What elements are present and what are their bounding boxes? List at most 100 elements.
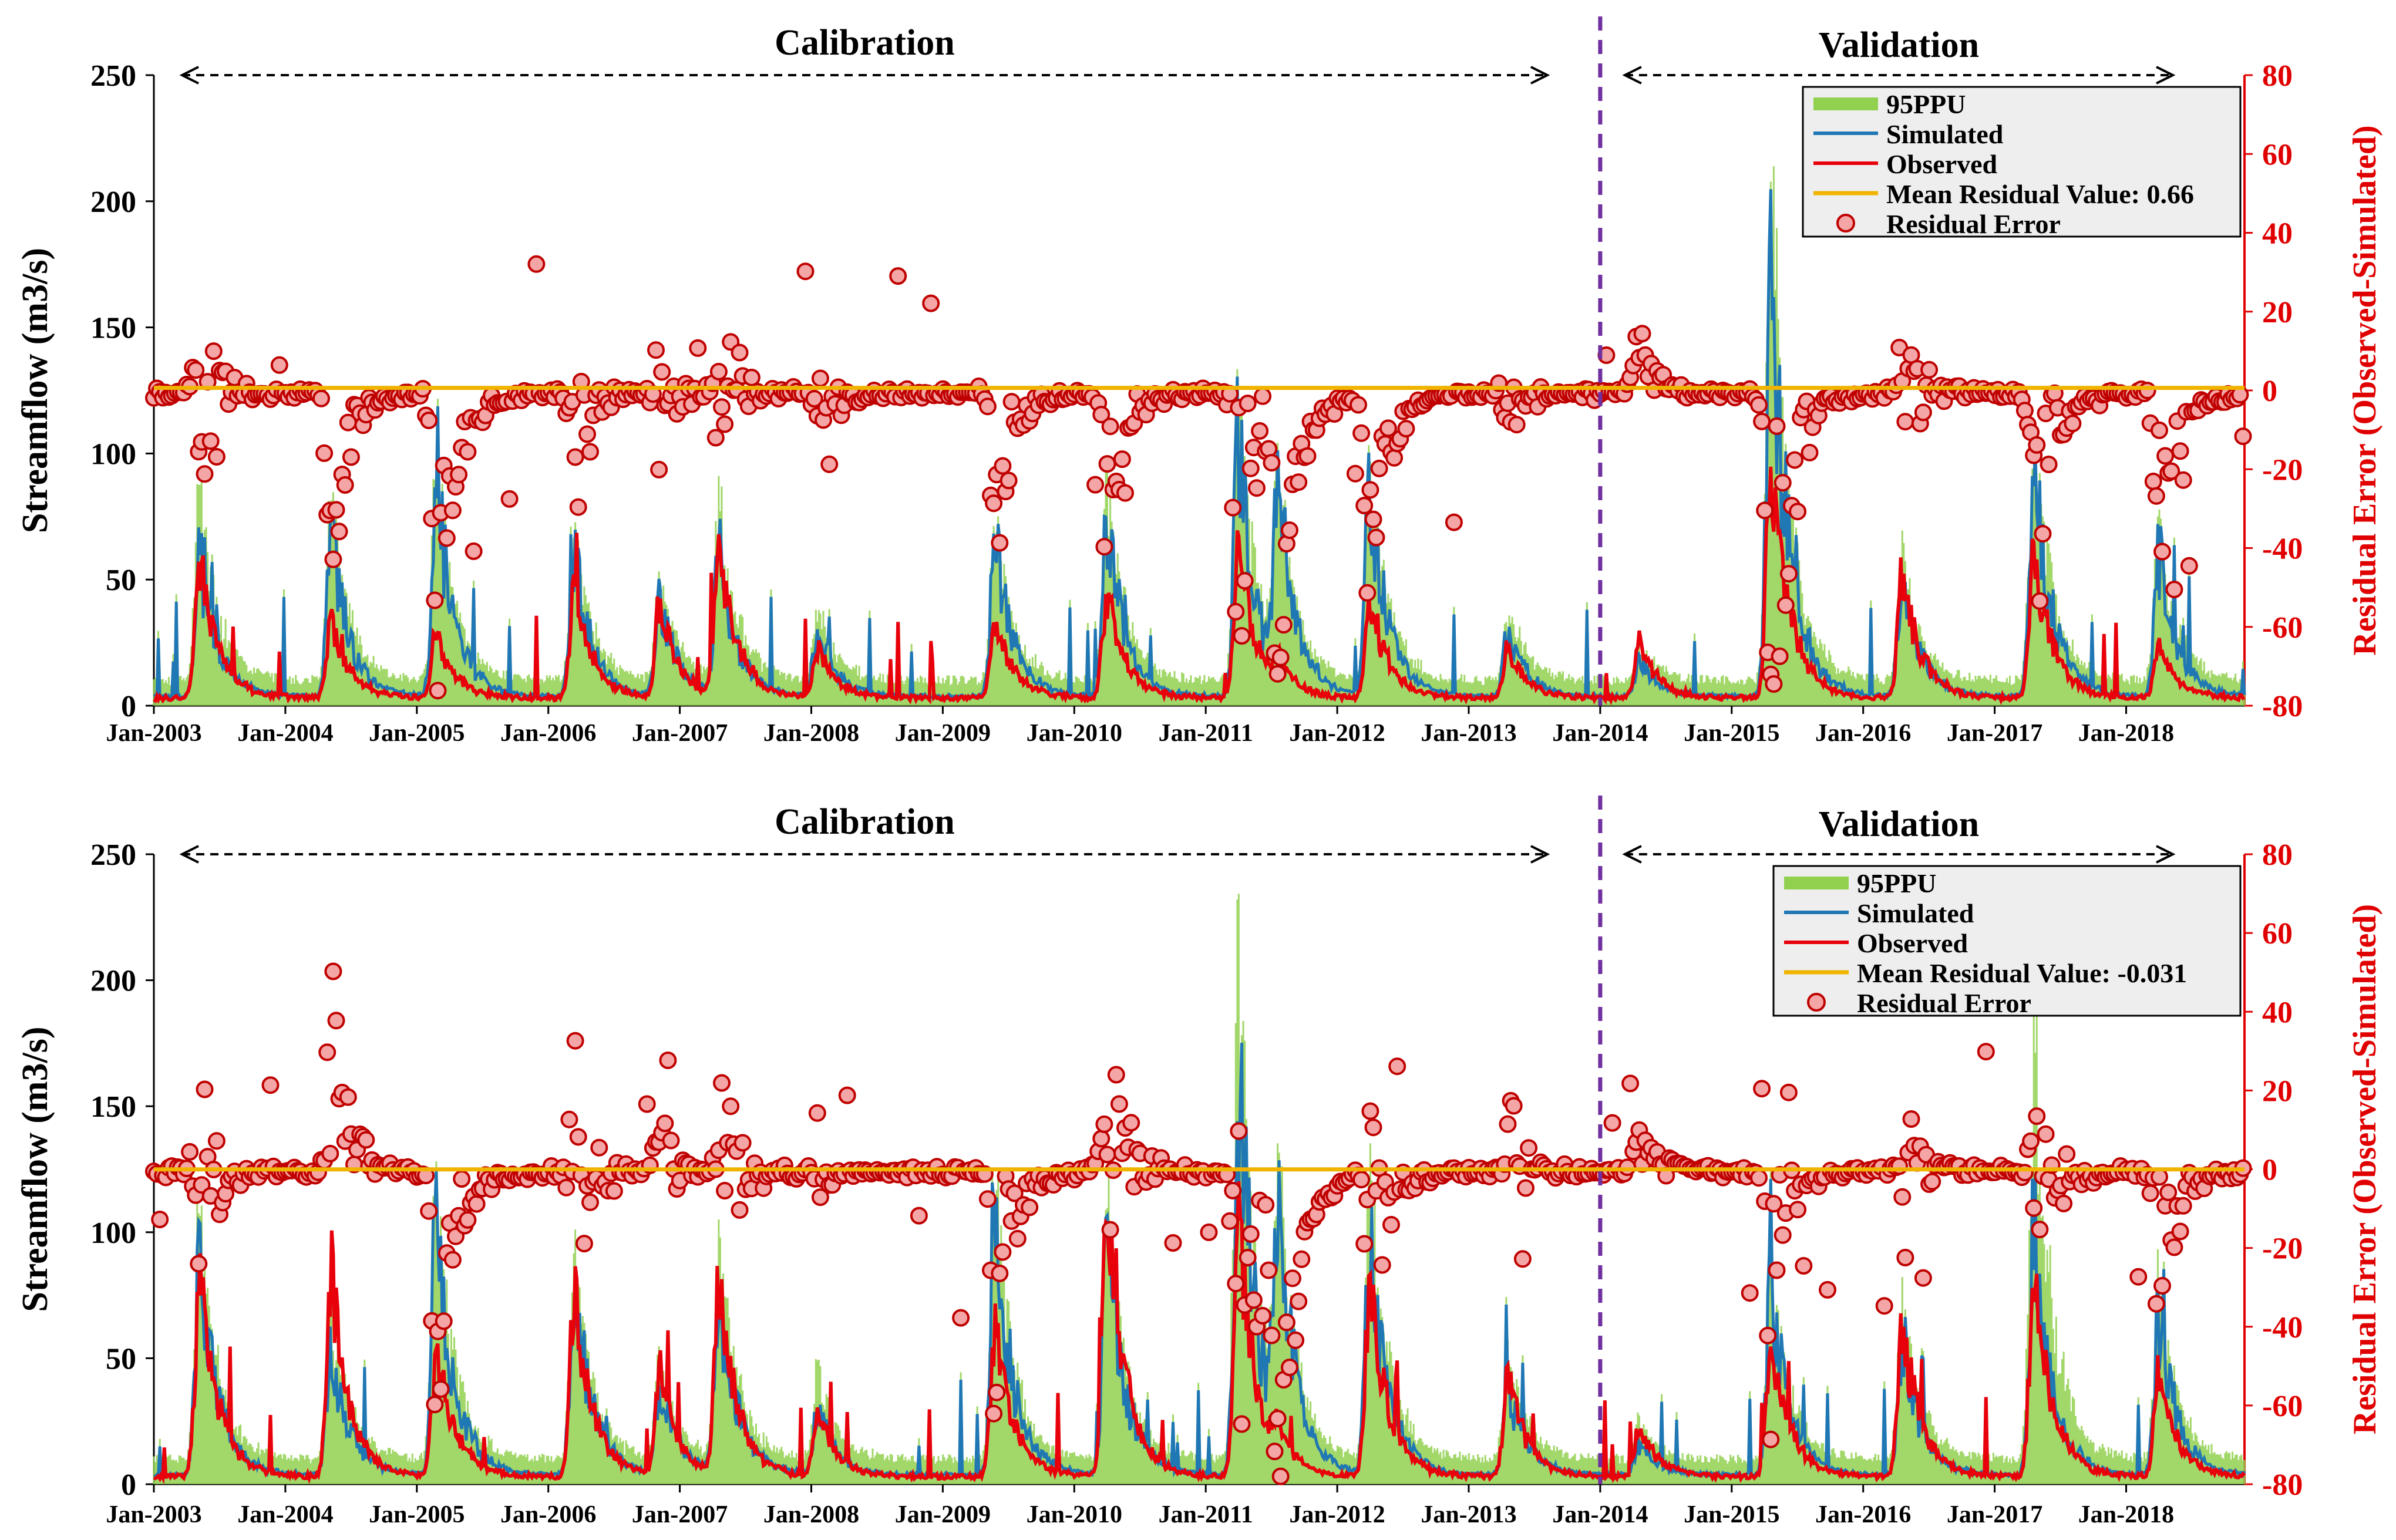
validation-arrow-head-right	[2156, 66, 2176, 85]
residual-point	[2031, 592, 2049, 610]
residual-point	[638, 1095, 656, 1113]
y-tick-label: 0	[121, 1468, 136, 1502]
residual-point	[1095, 538, 1113, 556]
x-tick-label: Jan-2018	[2078, 1501, 2174, 1528]
x-tick-label: Jan-2013	[1421, 1501, 1516, 1528]
residual-point	[2165, 581, 2183, 598]
y-axis-title: Streamflow (m3/s)	[15, 1026, 55, 1312]
residual-point	[1271, 1467, 1290, 1485]
residual-point	[2015, 402, 2034, 420]
residual-points	[145, 255, 2252, 700]
residual-point	[1505, 1097, 1523, 1115]
residual-point	[1227, 1275, 1245, 1293]
residual-point	[1000, 471, 1018, 490]
residual-point	[1293, 1250, 1311, 1268]
x-tick-label: Jan-2013	[1421, 720, 1516, 747]
legend-label: Observed	[1886, 149, 1998, 179]
residual-point	[922, 294, 940, 312]
residual-point	[1914, 403, 1932, 422]
x-tick-label: Jan-2005	[369, 1501, 465, 1528]
residual-point	[566, 1032, 584, 1050]
residual-point	[1397, 420, 1415, 438]
x-tick-label: Jan-2003	[106, 720, 201, 747]
residual-point	[1920, 360, 1939, 379]
residual-point	[994, 1243, 1012, 1261]
residual-point	[1517, 1179, 1534, 1197]
residual-point	[432, 1380, 450, 1398]
residual-point	[1786, 451, 1804, 469]
residual-point	[443, 1251, 462, 1269]
residual-point	[1499, 1115, 1517, 1133]
residual-point	[196, 1080, 214, 1098]
residual-point	[1281, 1359, 1298, 1376]
residual-point	[1379, 419, 1397, 437]
y-right-tick-label: 80	[2262, 59, 2293, 93]
residual-point	[1251, 422, 1269, 440]
x-tick-label: Jan-2006	[500, 1501, 596, 1528]
residual-point	[190, 1255, 208, 1273]
residual-point	[321, 1144, 339, 1162]
residual-point	[327, 1012, 345, 1030]
residual-point	[465, 542, 483, 560]
residual-point	[575, 1235, 593, 1253]
legend-label: 95PPU	[1857, 868, 1936, 898]
residual-point	[2141, 1184, 2159, 1202]
residual-point	[1750, 396, 1768, 414]
residual-point	[1241, 1225, 1260, 1243]
calibration-label: Calibration	[775, 802, 955, 842]
residual-point	[1385, 449, 1404, 467]
x-tick-label: Jan-2012	[1289, 1501, 1385, 1528]
residual-point	[318, 1043, 336, 1062]
y-right-tick-label: 0	[2262, 1154, 2277, 1187]
residual-point	[1098, 1145, 1116, 1164]
residual-point	[811, 1188, 829, 1207]
residual-point	[1224, 498, 1242, 517]
residual-point	[1923, 1172, 1941, 1191]
residual-point	[1977, 1043, 1995, 1061]
residual-point	[270, 356, 288, 374]
residual-point	[1200, 1223, 1218, 1241]
x-tick-label: Jan-2014	[1552, 720, 1648, 747]
x-tick-label: Jan-2003	[106, 1501, 201, 1528]
residual-point	[450, 466, 468, 484]
residual-point	[2180, 557, 2198, 575]
residual-point	[315, 444, 334, 462]
y-tick-label: 100	[90, 437, 136, 471]
residual-point	[1507, 416, 1526, 434]
residual-point	[2028, 436, 2046, 454]
residual-point	[2138, 382, 2156, 400]
residual-point	[1902, 1110, 1920, 1128]
calibration-arrow-head-left	[179, 845, 199, 864]
residual-point	[811, 369, 829, 387]
y-tick-label: 50	[106, 564, 136, 597]
residual-point	[1227, 602, 1245, 621]
residual-point	[557, 1178, 576, 1197]
x-tick-label: Jan-2008	[763, 720, 859, 747]
x-tick-label: Jan-2008	[763, 1501, 859, 1528]
y-tick-label: 0	[121, 690, 136, 723]
residual-point	[2151, 421, 2168, 439]
residual-point	[1603, 1114, 1621, 1132]
residual-point	[1771, 647, 1789, 665]
residual-point	[1801, 443, 1819, 461]
validation-label: Validation	[1819, 25, 1979, 65]
x-tick-label: Jan-2005	[369, 720, 465, 747]
residual-point	[569, 498, 587, 516]
y-tick-label: 150	[90, 312, 136, 345]
chart-panel-bottom: 0 50 100 150 200 250 -80 -60 -40 -20 0 20 40 60 80 Jan-…	[15, 796, 2383, 1528]
residual-point	[1633, 325, 1651, 343]
residual-point	[181, 1143, 199, 1161]
residual-point	[838, 1086, 856, 1104]
residual-point	[978, 1190, 997, 1208]
residual-point	[578, 425, 596, 443]
residual-point	[713, 1074, 731, 1092]
x-tick-label: Jan-2011	[1159, 720, 1253, 747]
y-right-tick-label: 20	[2262, 1074, 2293, 1108]
residual-point	[659, 1052, 677, 1069]
legend-swatch-ppu	[1784, 877, 1849, 889]
chart-panel-top: 0 50 100 150 200 250 -80 -60 -40 -20 0 20 40 60 80 Jan-…	[15, 16, 2383, 747]
x-tick-label: Jan-2010	[1027, 1501, 1122, 1528]
residual-point	[426, 1396, 444, 1414]
